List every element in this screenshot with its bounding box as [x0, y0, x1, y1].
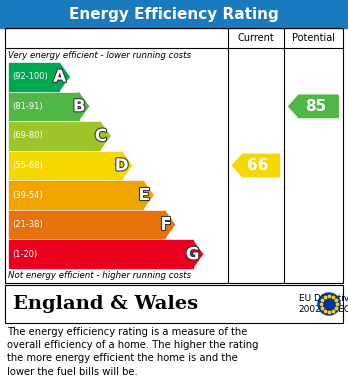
Text: F: F [160, 216, 172, 234]
Polygon shape [59, 63, 69, 91]
Text: G: G [186, 245, 199, 263]
Text: Current: Current [238, 33, 274, 43]
Text: (92-100): (92-100) [12, 72, 48, 81]
Bar [9, 152, 121, 179]
Text: E: E [139, 186, 150, 204]
Bar [9, 122, 100, 150]
Text: EU Directive
2002/91/EC: EU Directive 2002/91/EC [299, 294, 348, 314]
Polygon shape [289, 95, 338, 118]
Bar [9, 63, 59, 91]
Bar [9, 93, 79, 120]
Text: (81-91): (81-91) [12, 102, 42, 111]
Bar [5, 28, 343, 283]
Polygon shape [121, 152, 132, 179]
Text: A: A [53, 68, 66, 86]
Polygon shape [143, 181, 153, 209]
Text: (55-68): (55-68) [12, 161, 43, 170]
Bar [9, 181, 143, 209]
Polygon shape [192, 240, 203, 268]
Text: (39-54): (39-54) [12, 190, 42, 199]
Text: C: C [95, 127, 107, 145]
Text: England & Wales: England & Wales [13, 295, 198, 313]
Polygon shape [165, 211, 175, 239]
Polygon shape [79, 93, 88, 120]
Text: Potential: Potential [292, 33, 335, 43]
Bar [9, 211, 165, 239]
Polygon shape [100, 122, 110, 150]
Bar [0, 0, 348, 28]
Polygon shape [232, 154, 279, 177]
Text: B: B [73, 97, 86, 115]
Bar [9, 240, 192, 268]
Text: Energy Efficiency Rating: Energy Efficiency Rating [69, 7, 279, 22]
Text: 66: 66 [247, 158, 269, 173]
Text: (69-80): (69-80) [12, 131, 43, 140]
Text: Not energy efficient - higher running costs: Not energy efficient - higher running co… [8, 271, 191, 280]
Text: (21-38): (21-38) [12, 220, 43, 229]
Text: Very energy efficient - lower running costs: Very energy efficient - lower running co… [8, 50, 191, 59]
Text: D: D [115, 156, 128, 174]
Text: 85: 85 [305, 99, 326, 114]
Circle shape [318, 293, 340, 315]
Text: The energy efficiency rating is a measure of the
overall efficiency of a home. T: The energy efficiency rating is a measur… [7, 327, 259, 377]
Bar [5, 285, 343, 323]
Text: (1-20): (1-20) [12, 250, 37, 259]
